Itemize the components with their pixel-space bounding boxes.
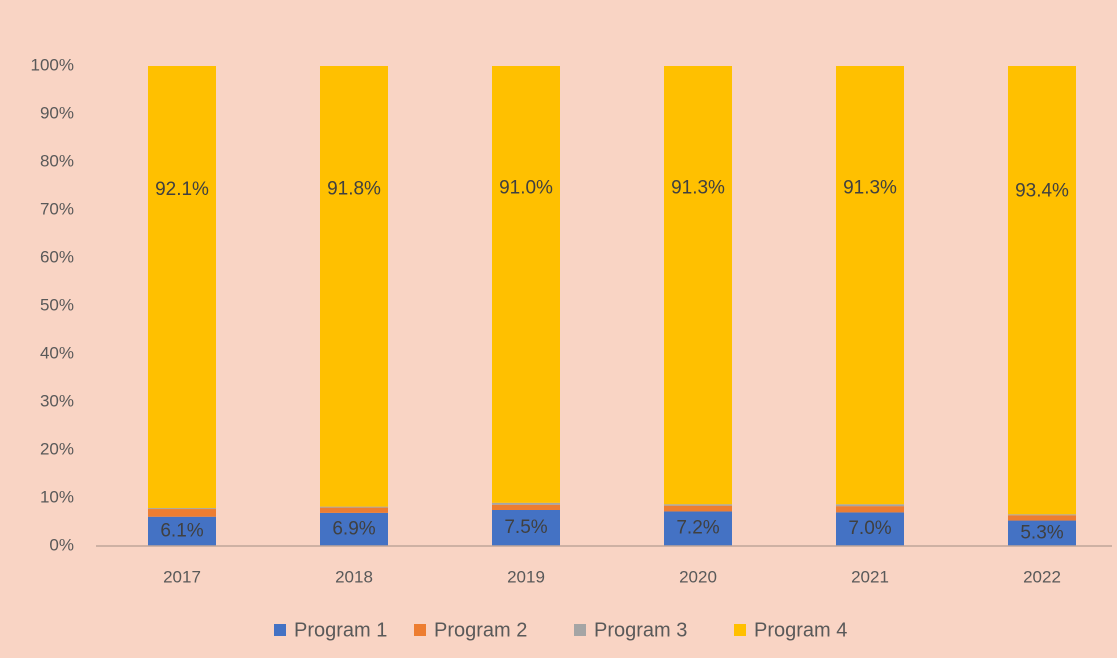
bar-segment (1008, 514, 1076, 516)
x-tick-label: 2021 (851, 567, 889, 586)
bar-segment (836, 504, 904, 507)
legend-label: Program 4 (754, 619, 847, 641)
y-tick-label: 0% (49, 535, 74, 554)
bar-segment (320, 507, 388, 513)
bar-segment (492, 504, 560, 510)
bar-segment (148, 516, 216, 546)
bar-segment (492, 66, 560, 503)
y-tick-label: 10% (40, 487, 74, 506)
y-tick-label: 30% (40, 391, 74, 410)
bar-segment (1008, 520, 1076, 546)
legend-label: Program 1 (294, 619, 387, 641)
y-tick-label: 70% (40, 199, 74, 218)
bar-segment (492, 510, 560, 546)
y-tick-label: 40% (40, 343, 74, 362)
bar-segment (836, 512, 904, 546)
data-label: 92.1% (155, 179, 209, 200)
x-tick-label: 2022 (1023, 567, 1061, 586)
data-label: 91.0% (499, 177, 553, 198)
y-tick-label: 60% (40, 247, 74, 266)
bar-segment (148, 508, 216, 510)
data-label: 93.4% (1015, 181, 1069, 202)
bar-segment (664, 505, 732, 512)
bar-segment (148, 66, 216, 509)
bar-segment (148, 509, 216, 517)
y-tick-label: 20% (40, 439, 74, 458)
y-tick-label: 90% (40, 103, 74, 122)
data-label: 5.3% (1020, 522, 1063, 543)
bar-segment (664, 511, 732, 546)
x-tick-label: 2020 (679, 567, 717, 586)
legend-swatch (574, 624, 586, 636)
data-label: 7.0% (848, 518, 891, 539)
bar-segment (836, 506, 904, 513)
bar-segment (664, 504, 732, 506)
data-label: 7.5% (504, 517, 547, 538)
bar-segment (1008, 515, 1076, 521)
bar-segment (664, 66, 732, 505)
y-tick-label: 100% (31, 55, 74, 74)
y-tick-label: 80% (40, 151, 74, 170)
legend-swatch (414, 624, 426, 636)
x-tick-label: 2019 (507, 567, 545, 586)
bar-segment (320, 66, 388, 507)
data-label: 7.2% (676, 518, 719, 539)
legend-label: Program 3 (594, 619, 687, 641)
legend-swatch (734, 624, 746, 636)
data-label: 91.3% (671, 178, 725, 199)
bar-segment (836, 66, 904, 505)
bar-segment (320, 506, 388, 508)
x-tick-label: 2017 (163, 567, 201, 586)
data-label: 6.9% (332, 518, 375, 539)
x-tick-label: 2018 (335, 567, 373, 586)
legend-swatch (274, 624, 286, 636)
legend-label: Program 2 (434, 619, 527, 641)
data-label: 91.3% (843, 178, 897, 199)
y-tick-label: 50% (40, 295, 74, 314)
data-label: 6.1% (160, 520, 203, 541)
data-label: 91.8% (327, 178, 381, 199)
bar-segment (1008, 66, 1076, 515)
bar-segment (492, 502, 560, 505)
bar-segment (320, 512, 388, 546)
